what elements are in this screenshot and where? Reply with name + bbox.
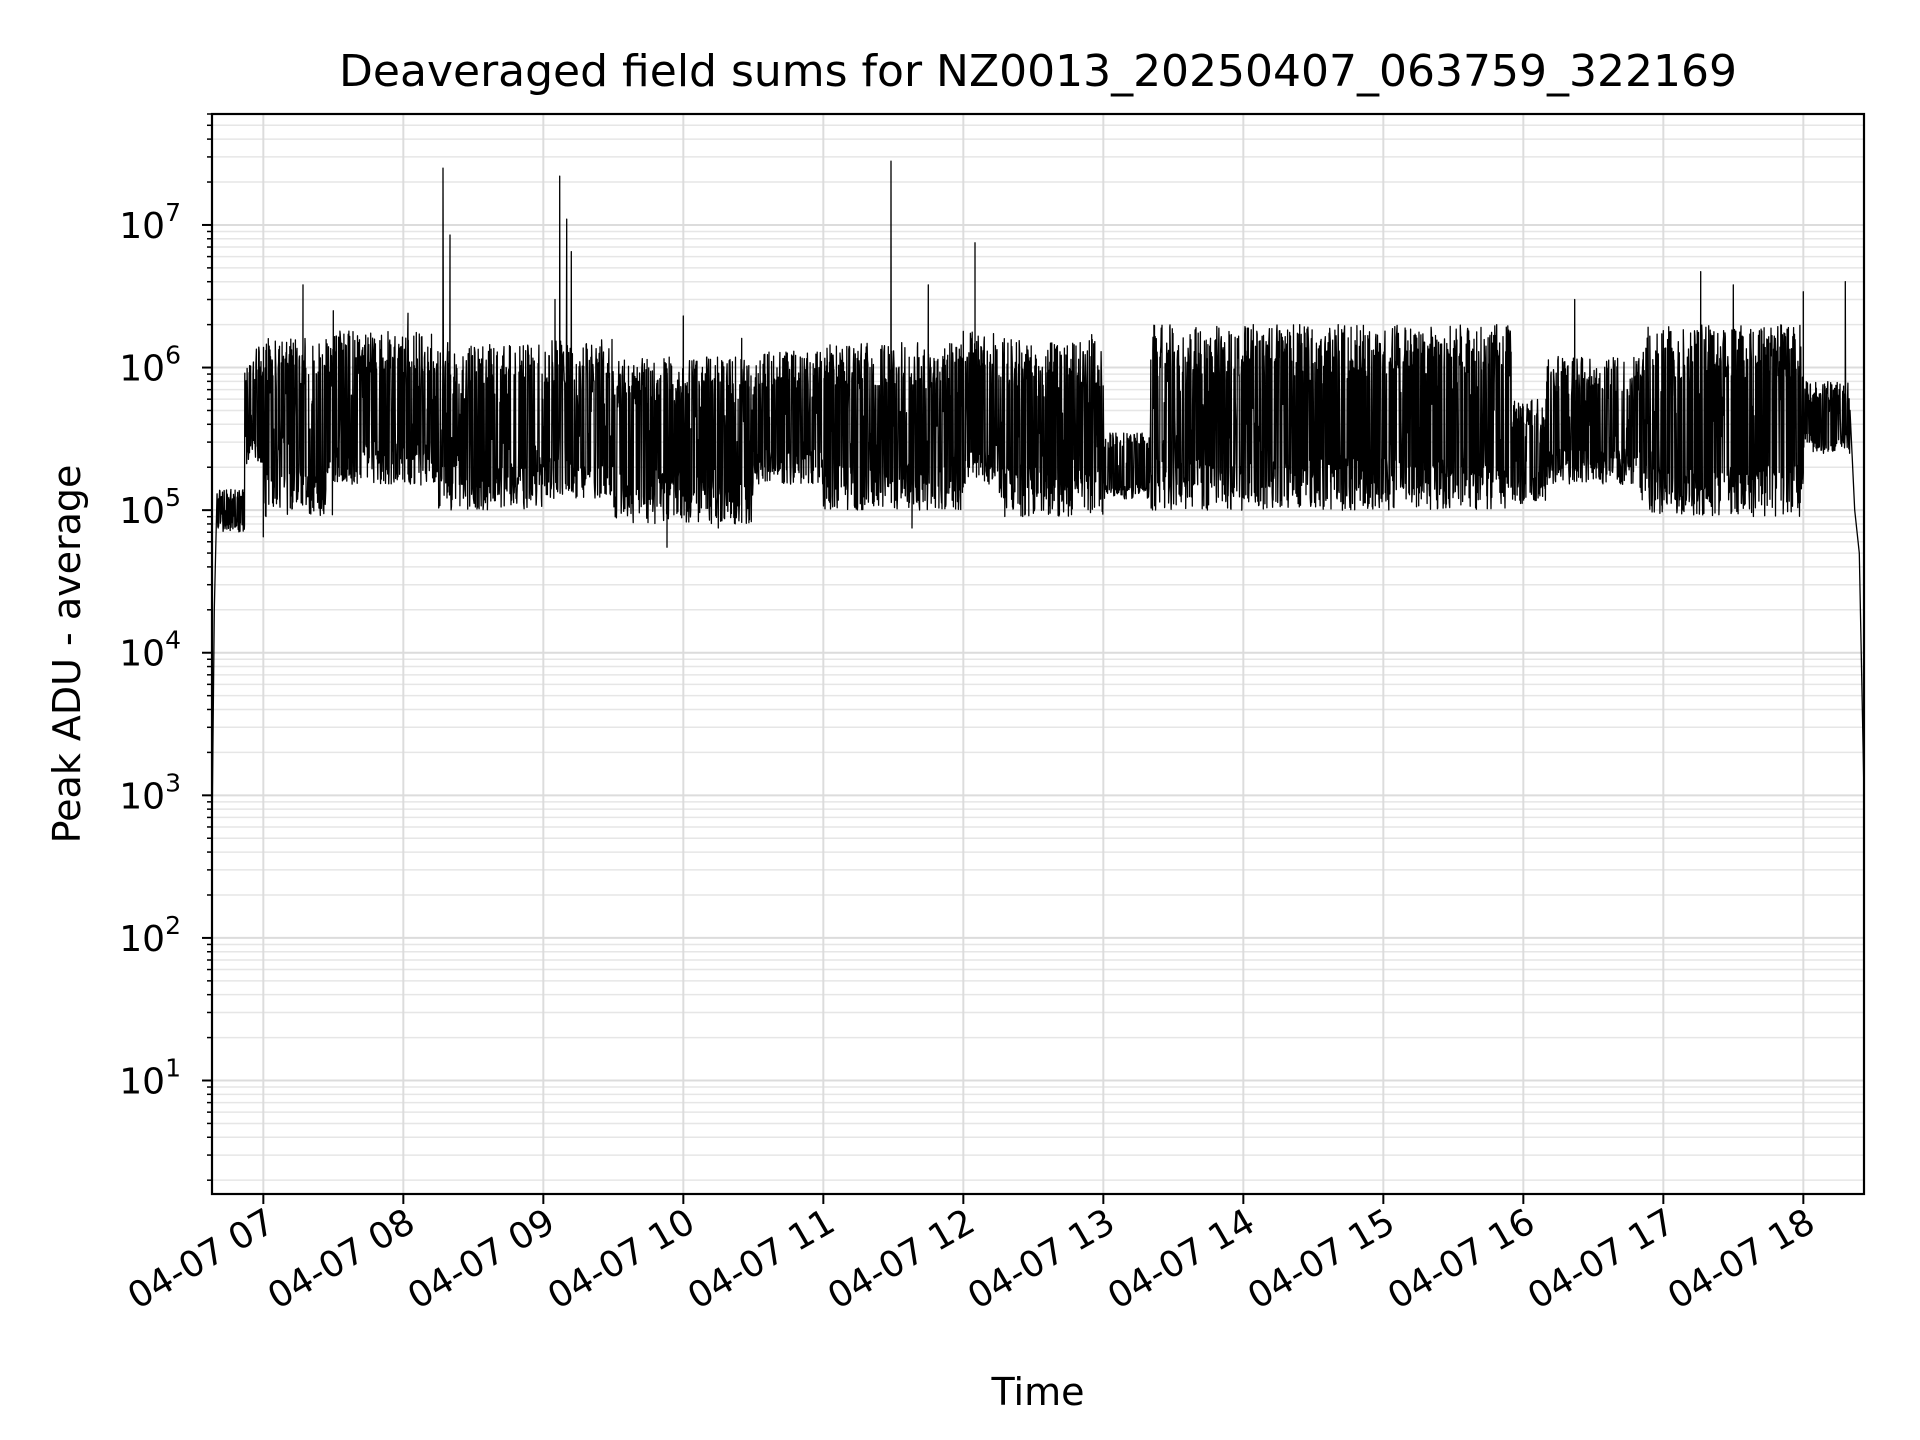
series-line-layer <box>211 160 1865 839</box>
x-tick-label: 04-07 12 <box>821 1201 982 1317</box>
y-tick-label: 106 <box>119 341 181 390</box>
y-tick-base: 10 <box>119 491 165 532</box>
x-tick-label: 04-07 07 <box>121 1201 282 1317</box>
y-tick-base: 10 <box>119 1062 165 1103</box>
y-tick-label: 103 <box>119 768 181 817</box>
y-tick-base: 10 <box>119 206 165 247</box>
x-tick-label: 04-07 09 <box>401 1201 562 1317</box>
y-tick-exponent: 3 <box>165 768 181 797</box>
x-tick-label: 04-07 08 <box>261 1201 422 1317</box>
x-tick-label: 04-07 16 <box>1381 1201 1542 1317</box>
y-tick-exponent: 1 <box>165 1054 181 1083</box>
y-tick-base: 10 <box>119 349 165 390</box>
x-tick-label: 04-07 18 <box>1661 1201 1822 1317</box>
x-tick-label: 04-07 10 <box>541 1201 702 1317</box>
y-tick-label: 107 <box>119 198 181 247</box>
chart-title: Deaveraged field sums for NZ0013_2025040… <box>339 46 1737 97</box>
y-tick-exponent: 2 <box>165 911 181 940</box>
y-tick-label: 104 <box>119 626 181 675</box>
x-tick-label: 04-07 17 <box>1521 1201 1682 1317</box>
y-tick-label: 105 <box>119 483 181 532</box>
y-tick-label: 101 <box>119 1054 181 1103</box>
grid-lines <box>212 113 1864 1194</box>
x-tick-label: 04-07 15 <box>1241 1201 1402 1317</box>
y-tick-exponent: 7 <box>165 198 181 227</box>
series-line <box>211 160 1865 839</box>
y-tick-base: 10 <box>119 776 165 817</box>
x-tick-label: 04-07 11 <box>681 1201 842 1317</box>
x-tick-label: 04-07 13 <box>961 1201 1122 1317</box>
y-tick-exponent: 6 <box>165 341 181 370</box>
plot-area-frame <box>210 112 1866 1196</box>
y-tick-exponent: 4 <box>165 626 181 655</box>
y-tick-label: 102 <box>119 911 181 960</box>
y-tick-base: 10 <box>119 919 165 960</box>
x-tick-label: 04-07 14 <box>1101 1201 1262 1317</box>
y-tick-exponent: 5 <box>165 483 181 512</box>
y-axis-label: Peak ADU - average <box>45 465 89 844</box>
x-axis-label: Time <box>991 1370 1085 1414</box>
y-tick-base: 10 <box>119 634 165 675</box>
